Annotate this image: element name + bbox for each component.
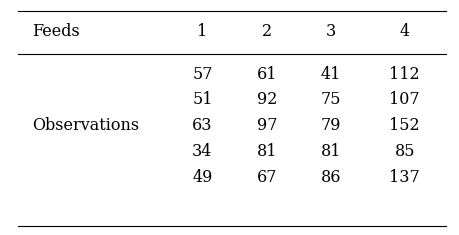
Text: 81: 81 (320, 143, 341, 160)
Text: 107: 107 (389, 91, 419, 108)
Text: 3: 3 (325, 23, 336, 40)
Text: 49: 49 (192, 169, 212, 186)
Text: 112: 112 (389, 66, 419, 82)
Text: 61: 61 (256, 66, 276, 82)
Text: Feeds: Feeds (32, 23, 80, 40)
Text: 2: 2 (261, 23, 271, 40)
Text: 75: 75 (320, 91, 341, 108)
Text: 86: 86 (320, 169, 341, 186)
Text: 1: 1 (197, 23, 207, 40)
Text: 97: 97 (256, 117, 276, 134)
Text: Observations: Observations (32, 117, 139, 134)
Text: 4: 4 (399, 23, 409, 40)
Text: 81: 81 (256, 143, 276, 160)
Text: 137: 137 (389, 169, 419, 186)
Text: 67: 67 (256, 169, 276, 186)
Text: 152: 152 (389, 117, 419, 134)
Text: 85: 85 (394, 143, 414, 160)
Text: 57: 57 (192, 66, 212, 82)
Text: 79: 79 (320, 117, 341, 134)
Text: 41: 41 (320, 66, 341, 82)
Text: 34: 34 (192, 143, 212, 160)
Text: 51: 51 (192, 91, 212, 108)
Text: 63: 63 (192, 117, 212, 134)
Text: 92: 92 (256, 91, 276, 108)
